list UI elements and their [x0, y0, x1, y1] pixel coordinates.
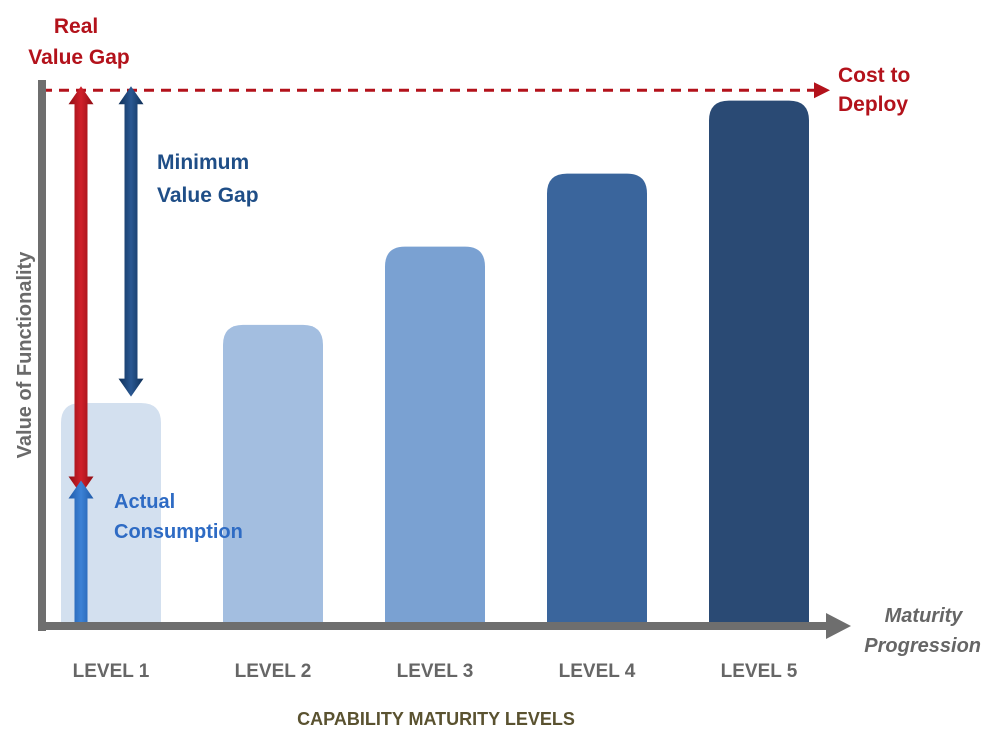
cost-label-line-1: Cost to [838, 64, 910, 87]
bar-4 [547, 173, 647, 622]
real-value-gap-label: Real Value Gap [28, 15, 130, 69]
minimum-value-gap-line-1: Minimum [157, 151, 249, 174]
x-tick-label-1: LEVEL 1 [73, 661, 150, 682]
bars-group [61, 100, 809, 623]
maturity-progression-label: Maturity Progression [864, 605, 981, 657]
x-tick-labels: LEVEL 1 LEVEL 2 LEVEL 3 LEVEL 4 LEVEL 5 [73, 661, 798, 682]
bar-5 [709, 100, 809, 623]
x-axis-arrowhead [826, 613, 851, 639]
x-tick-label-5: LEVEL 5 [721, 661, 798, 682]
maturity-progression-line-1: Maturity [885, 605, 964, 627]
maturity-progression-line-2: Progression [864, 635, 981, 657]
actual-consumption-arrow [68, 480, 94, 622]
minimum-value-gap-label: Minimum Value Gap [157, 151, 259, 207]
x-tick-label-2: LEVEL 2 [235, 661, 312, 682]
cost-to-deploy-label: Cost to Deploy [838, 64, 916, 116]
cost-label-line-2: Deploy [838, 93, 908, 116]
actual-consumption-line-1: Actual [114, 491, 175, 513]
real-value-gap-line-1: Real [54, 15, 98, 38]
real-value-gap-arrow [68, 86, 94, 495]
y-axis-title: Value of Functionality [14, 251, 36, 459]
x-tick-label-3: LEVEL 3 [397, 661, 474, 682]
x-axis-title: CAPABILITY MATURITY LEVELS [297, 709, 575, 729]
x-axis [38, 622, 828, 630]
y-axis [38, 80, 46, 631]
cost-to-deploy-arrowhead [814, 82, 830, 99]
real-value-gap-line-2: Value Gap [28, 46, 130, 69]
bar-2 [223, 324, 323, 622]
x-tick-label-4: LEVEL 4 [559, 661, 636, 682]
gap-arrows-group [68, 86, 144, 622]
actual-consumption-label: Actual Consumption [114, 491, 243, 543]
minimum-value-gap-arrow [118, 86, 144, 397]
actual-consumption-line-2: Consumption [114, 521, 243, 543]
bar-3 [385, 246, 485, 623]
minimum-value-gap-line-2: Value Gap [157, 184, 259, 207]
